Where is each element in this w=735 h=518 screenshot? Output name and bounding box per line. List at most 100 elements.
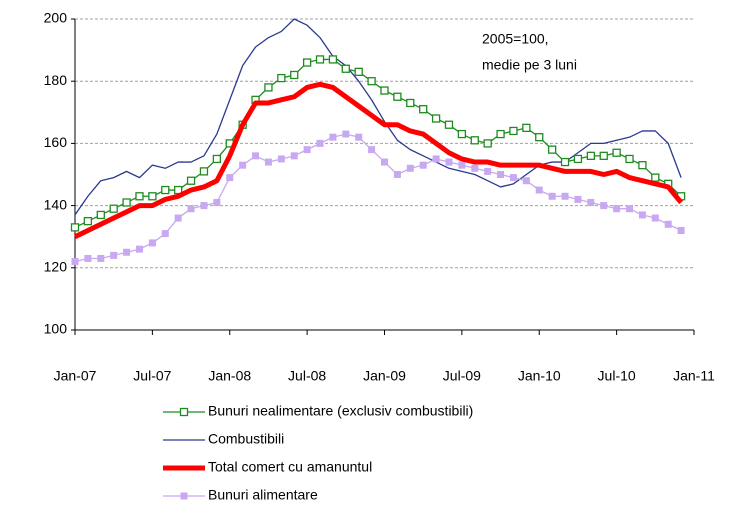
x-tick-label: Jul-08 (288, 368, 326, 384)
point-marker (638, 161, 647, 170)
point-marker (96, 210, 105, 220)
point-marker (522, 123, 531, 132)
point-marker (110, 251, 118, 259)
x-tick-label: Jul-07 (133, 368, 171, 384)
y-tick-label: 120 (44, 259, 68, 275)
point-marker (199, 167, 209, 176)
annotation: 2005=100, (482, 31, 549, 47)
point-marker (406, 164, 414, 172)
point-marker (613, 205, 621, 213)
point-marker (406, 98, 415, 108)
point-marker (264, 158, 272, 166)
point-marker (381, 158, 388, 166)
point-marker (444, 120, 454, 129)
legend-label: Bunuri alimentare (208, 487, 318, 503)
x-tick-label: Jul-09 (443, 368, 481, 384)
point-marker (587, 198, 595, 206)
x-tick-label: Jan-10 (518, 368, 561, 384)
point-marker (187, 205, 195, 213)
point-marker (664, 220, 672, 228)
point-marker (638, 211, 646, 219)
series-line (74, 18, 682, 216)
point-marker (109, 204, 118, 213)
y-tick-label: 180 (44, 72, 68, 88)
point-marker (264, 83, 273, 92)
x-tick-label: Jul-10 (598, 368, 636, 384)
point-marker (186, 176, 196, 185)
point-marker (431, 114, 441, 123)
legend-marker (180, 492, 188, 500)
point-marker (200, 202, 208, 210)
point-marker (316, 139, 324, 147)
point-marker (239, 161, 247, 169)
point-marker (341, 64, 350, 73)
point-marker (522, 177, 530, 185)
point-marker (560, 157, 570, 167)
legend-label: Combustibili (208, 431, 284, 447)
point-marker (677, 226, 685, 234)
point-marker (497, 171, 505, 178)
point-marker (123, 248, 131, 256)
point-marker (600, 202, 608, 210)
x-tick-label: Jan-09 (363, 368, 406, 384)
point-marker (458, 161, 466, 169)
point-marker (97, 254, 105, 262)
point-marker (573, 154, 583, 164)
point-marker (419, 105, 428, 114)
point-marker (212, 154, 222, 164)
point-marker (535, 186, 543, 194)
point-marker (148, 192, 157, 201)
point-marker (315, 55, 325, 64)
legend-marker (179, 407, 189, 417)
point-marker (509, 174, 517, 182)
point-marker (548, 192, 556, 200)
point-marker (496, 129, 505, 139)
y-tick-label: 160 (44, 134, 68, 150)
point-marker (329, 133, 337, 141)
point-marker (290, 70, 299, 80)
legend-label: Bunuri nealimentare (exclusiv combustibi… (208, 403, 473, 419)
point-marker (393, 92, 402, 101)
point-marker (432, 155, 440, 163)
point-marker (626, 205, 634, 213)
point-marker (561, 192, 569, 200)
point-marker (470, 136, 479, 145)
x-tick-label: Jan-08 (208, 368, 251, 384)
point-marker (83, 216, 93, 226)
point-marker (586, 151, 595, 160)
point-marker (651, 173, 660, 182)
y-tick-label: 200 (44, 10, 68, 26)
point-marker (509, 126, 518, 136)
point-marker (599, 151, 608, 160)
point-marker (122, 198, 131, 207)
point-marker (148, 239, 156, 247)
point-marker (277, 155, 285, 163)
y-tick-label: 140 (44, 196, 68, 212)
point-marker (612, 148, 621, 157)
point-marker (342, 130, 350, 138)
point-marker (483, 139, 492, 148)
point-marker (135, 245, 143, 253)
point-marker (161, 230, 169, 238)
point-marker (226, 174, 234, 182)
point-marker (367, 77, 376, 86)
point-marker (625, 154, 634, 164)
point-marker (651, 214, 659, 222)
point-marker (355, 133, 363, 141)
x-tick-label: Jan-07 (54, 368, 97, 384)
point-marker (535, 133, 544, 142)
point-marker (70, 223, 80, 232)
y-tick-label: 100 (44, 321, 68, 337)
annotation: medie pe 3 luni (482, 57, 577, 73)
series-line (73, 81, 684, 239)
point-marker (290, 152, 298, 160)
point-marker (252, 152, 260, 160)
x-tick-label: Jan-11 (673, 368, 715, 384)
point-marker (380, 86, 389, 95)
point-marker (84, 254, 92, 262)
point-marker (135, 192, 144, 201)
point-marker (71, 258, 79, 266)
